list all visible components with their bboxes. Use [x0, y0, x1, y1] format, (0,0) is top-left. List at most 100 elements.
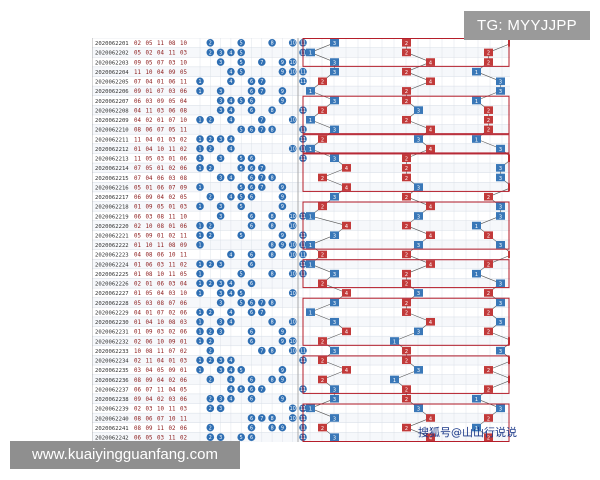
number-ball-label: 4	[229, 137, 232, 143]
number-ball	[216, 298, 225, 307]
number-ball-label: 1	[198, 79, 201, 85]
trend-cell-label: 2	[405, 51, 408, 57]
drawn-number: 09	[169, 70, 176, 76]
number-ball-label: 5	[240, 233, 243, 239]
number-ball-label: 1	[198, 185, 201, 191]
drawn-number: 11	[180, 233, 187, 239]
trend-cell	[402, 356, 411, 365]
drawn-number: 08	[146, 272, 153, 278]
number-ball-label: 3	[219, 320, 222, 326]
number-ball	[288, 58, 297, 66]
number-ball	[278, 192, 287, 201]
drawn-number: 05	[180, 272, 187, 278]
number-ball	[237, 298, 245, 307]
number-ball-label: 1	[198, 89, 201, 95]
trend-cell	[330, 96, 339, 105]
trend-cell-label: 2	[405, 282, 408, 288]
drawn-number: 11	[157, 387, 164, 393]
trend-cell	[342, 221, 351, 230]
trend-cell	[496, 164, 505, 172]
number-ball	[227, 317, 235, 326]
trend-cell	[330, 269, 339, 278]
number-ball-label: 5	[240, 368, 243, 374]
issue-number: 2020062224	[95, 262, 129, 268]
drawn-number: 07	[169, 185, 176, 191]
drawn-number: 06	[180, 224, 187, 230]
number-ball-label: 2	[209, 50, 212, 56]
grid-row	[92, 95, 510, 106]
number-ball-label: 8	[271, 41, 274, 47]
drawn-number: 11	[180, 128, 187, 134]
number-ball	[288, 269, 297, 278]
trend-cell	[402, 385, 411, 393]
drawn-number: 09	[146, 426, 153, 432]
drawn-number: 05	[146, 435, 153, 441]
issue-number: 2020062221	[95, 233, 129, 239]
number-ball	[278, 327, 287, 336]
number-ball-label: 3	[219, 406, 222, 412]
drawn-number: 11	[146, 108, 153, 114]
drawn-number: 01	[134, 272, 141, 278]
trend-cell	[484, 192, 493, 201]
number-ball	[247, 260, 256, 268]
issue-number: 2020062201	[95, 41, 129, 47]
drawn-number: 04	[146, 368, 153, 374]
number-ball-label: 7	[260, 300, 263, 306]
number-ball	[247, 106, 256, 114]
drawn-number: 10	[180, 291, 187, 297]
drawn-number: 06	[169, 80, 176, 86]
drawn-number: 09	[146, 330, 153, 336]
number-ball	[278, 366, 287, 374]
number-ball	[216, 317, 225, 326]
number-ball-label: 9	[281, 377, 284, 383]
trend-cell	[318, 423, 327, 432]
grid-row	[92, 182, 510, 192]
trend-cell-label: 4	[429, 147, 432, 153]
drawn-number: 03	[157, 262, 164, 268]
number-ball	[216, 106, 225, 114]
trend-cell	[472, 394, 481, 403]
number-ball	[216, 173, 225, 182]
issue-number: 2020062237	[95, 387, 129, 393]
number-ball-label: 8	[271, 272, 274, 278]
drawn-number: 04	[157, 195, 164, 201]
drawn-number: 01	[146, 282, 153, 288]
trend-cell	[330, 298, 339, 307]
drawn-number: 04	[180, 99, 187, 105]
number-ball	[206, 346, 215, 355]
number-ball	[288, 67, 297, 76]
trend-cell-label: 2	[405, 310, 408, 316]
number-ball	[227, 48, 235, 57]
trend-cell-label: 2	[405, 70, 408, 76]
trend-cell-label: 2	[487, 118, 490, 124]
trend-cell-label: 2	[405, 176, 408, 182]
drawn-number: 05	[180, 387, 187, 393]
trend-cell-label: 1	[309, 262, 312, 268]
number-ball-label: 10	[290, 147, 296, 153]
number-ball	[227, 375, 235, 384]
drawn-number: 06	[180, 301, 187, 307]
issue-number: 2020062231	[95, 330, 129, 336]
drawn-number: 05	[146, 291, 153, 297]
drawn-number: 11	[157, 243, 164, 249]
trend-cell	[330, 346, 339, 355]
number-ball	[216, 154, 225, 163]
trend-cell	[496, 279, 505, 288]
trend-cell	[496, 212, 505, 220]
trend-cell-label: 2	[321, 205, 324, 211]
site-url-label[interactable]: www.kuaiyingguanfang.com	[10, 441, 240, 469]
number-ball-label: 6	[250, 416, 253, 422]
issue-number: 2020062219	[95, 214, 129, 220]
number-ball-label: 5	[240, 156, 243, 162]
number-ball	[268, 212, 276, 220]
issue-number: 2020062216	[95, 185, 129, 191]
trend-cell	[414, 289, 423, 297]
number-ball-label: 1	[198, 156, 201, 162]
highlight-box	[302, 403, 510, 442]
number-ball-label: 6	[250, 98, 253, 104]
trend-cell	[414, 404, 423, 413]
trend-cell	[402, 192, 411, 201]
trend-cell-label: 4	[429, 435, 432, 441]
number-ball-label: 2	[209, 425, 212, 431]
number-ball-label: 10	[290, 118, 296, 124]
